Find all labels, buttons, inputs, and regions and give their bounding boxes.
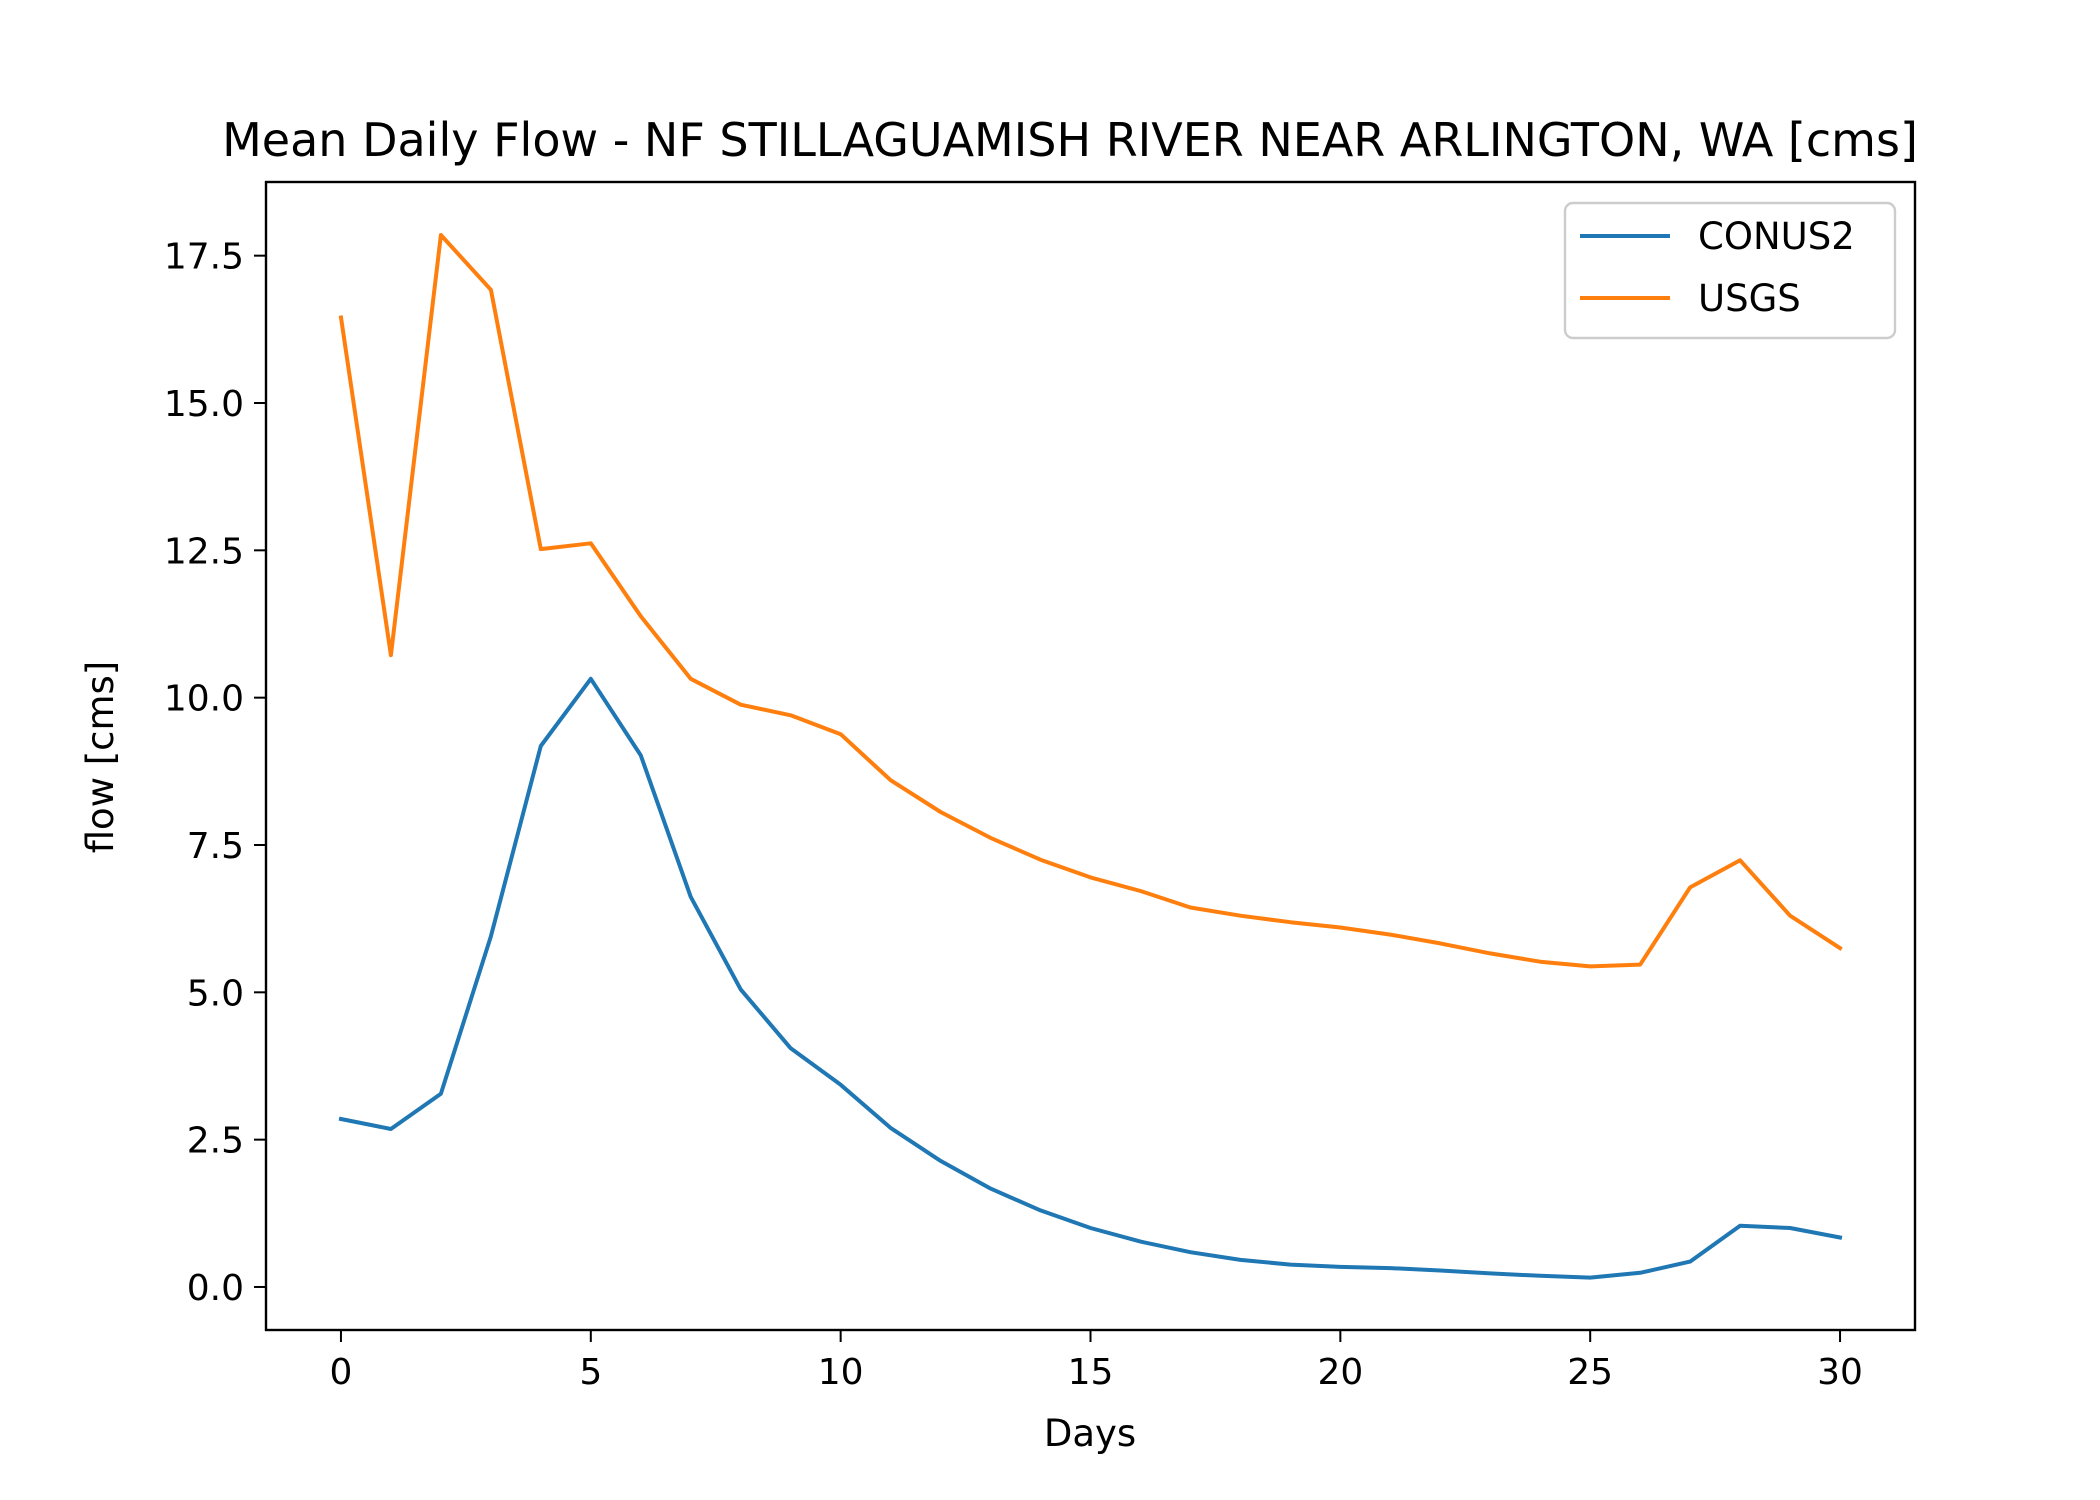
y-tick-label: 17.5 xyxy=(164,237,244,278)
y-axis-label: flow [cms] xyxy=(79,661,122,854)
series-line-conus2 xyxy=(338,676,1843,1280)
y-tick-label: 5.0 xyxy=(187,973,244,1014)
y-tick-label: 7.5 xyxy=(187,826,244,867)
series-layer xyxy=(338,233,1843,1280)
x-tick-label: 30 xyxy=(1817,1352,1863,1393)
x-tick-label: 20 xyxy=(1317,1352,1363,1393)
chart-title: Mean Daily Flow - NF STILLAGUAMISH RIVER… xyxy=(222,113,1918,167)
x-tick-label: 0 xyxy=(330,1352,353,1393)
y-tick-label: 12.5 xyxy=(164,531,244,572)
legend: CONUS2 USGS xyxy=(1563,201,1897,340)
series-line-usgs xyxy=(338,233,1843,969)
y-axis: 0.0 2.5 5.0 7.5 10.0 12.5 15.0 17.5 xyxy=(164,237,266,1309)
x-tick-label: 5 xyxy=(579,1352,602,1393)
legend-label-conus2: CONUS2 xyxy=(1698,215,1855,258)
x-tick-label: 25 xyxy=(1567,1352,1613,1393)
x-tick-label: 10 xyxy=(818,1352,864,1393)
legend-label-usgs: USGS xyxy=(1698,277,1801,320)
y-tick-label: 2.5 xyxy=(187,1121,244,1162)
y-tick-label: 0.0 xyxy=(187,1268,244,1309)
x-tick-label: 15 xyxy=(1068,1352,1114,1393)
y-tick-label: 10.0 xyxy=(164,679,244,720)
y-tick-label: 15.0 xyxy=(164,384,244,425)
x-axis-label: Days xyxy=(1044,1412,1136,1455)
x-axis: 0 5 10 15 20 25 30 xyxy=(330,1330,1863,1393)
